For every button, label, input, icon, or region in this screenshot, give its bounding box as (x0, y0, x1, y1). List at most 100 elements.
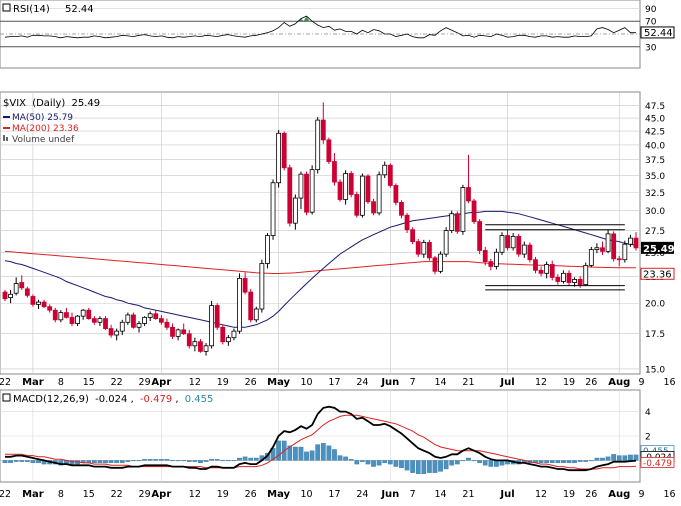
candle-body (298, 173, 304, 199)
macd-histogram-bar (108, 460, 114, 464)
x-tick-label: 19 (217, 489, 229, 500)
volume-legend-swatch (3, 135, 5, 141)
macd-separator-2: , (175, 394, 178, 405)
candle-body (616, 258, 622, 261)
candle-body (315, 119, 321, 171)
macd-histogram-bar (477, 460, 482, 464)
x-tick-label: 19 (563, 489, 575, 500)
rsi-tick-label: 70 (645, 18, 657, 28)
candle-body (577, 279, 583, 286)
macd-histogram-bar (8, 460, 13, 464)
macd-legend-swatch (2, 393, 11, 402)
candle-body (443, 230, 449, 255)
candle-body (270, 182, 276, 236)
ma50-line (4, 210, 637, 328)
x-tick-label: Jul (499, 489, 514, 500)
x-tick-label: 14 (435, 489, 447, 500)
x-tick-label: May (267, 489, 290, 500)
x-tick-label: 8 (58, 377, 64, 388)
candle-body (91, 318, 97, 323)
candle-body (119, 321, 125, 332)
macd-histogram-bar (119, 460, 125, 464)
x-tick-label: 19 (217, 377, 229, 388)
macd-histogram-bar (237, 457, 242, 461)
candle-body (209, 305, 215, 347)
macd-histogram-bar (427, 460, 432, 473)
candle-body (170, 326, 175, 337)
candle-body (471, 200, 477, 222)
candle-body (142, 316, 148, 324)
candle-body (75, 315, 80, 324)
x-tick-label: Jun (380, 489, 399, 500)
volume-legend-label: Volume undef (12, 135, 75, 145)
candle-body (292, 197, 298, 224)
macd-histogram-bar (19, 460, 25, 462)
candle-body (64, 312, 69, 318)
macd-last-tag-box (640, 457, 675, 468)
rsi-overbought-fill (297, 16, 310, 22)
macd-histogram-bar (159, 459, 164, 461)
macd-histogram-bar (633, 454, 639, 461)
rsi-last-tag-value: 52.44 (644, 28, 673, 39)
x-tick-label: 24 (356, 489, 368, 500)
candle-body (426, 242, 432, 259)
macd-separator-1: , (131, 394, 134, 405)
macd-histogram-bar (360, 460, 365, 462)
x-tick-label: 15 (83, 377, 95, 388)
macd-histogram-bar (583, 460, 589, 462)
support-resistance-lines (485, 224, 625, 291)
macd-histogram-bar (220, 460, 226, 462)
ma200-last-tag: 23.36 (640, 267, 675, 280)
macd-histogram-bar (203, 460, 209, 462)
macd-histogram-bar (153, 459, 159, 461)
macd-histogram-bar (538, 460, 544, 464)
candle-body (382, 164, 388, 176)
price-tick-label: 20.0 (645, 300, 665, 310)
macd-histogram-bar (13, 460, 19, 462)
candle-body (572, 279, 577, 283)
candle-body (108, 328, 114, 336)
candle-body (13, 283, 19, 294)
macd-histogram-bar (588, 460, 594, 462)
x-tick-label: 16 (663, 377, 675, 388)
candle-body (605, 233, 611, 252)
macd-histogram-bar (549, 460, 555, 464)
candle-body (404, 214, 410, 231)
price-tick-label: 15.0 (645, 365, 665, 375)
x-tick-label: 26 (585, 377, 597, 388)
rsi-legend-swatch (2, 3, 11, 12)
macd-histogram-bar (471, 460, 477, 462)
candle-body (538, 269, 544, 274)
macd-histogram-bar (628, 454, 633, 461)
price-title-period: (Daily) (32, 98, 65, 109)
candle-body (220, 326, 226, 343)
macd-histogram-bar (561, 460, 566, 464)
price-last-tag-value: 25.49 (643, 244, 675, 255)
rsi-tick-label: 90 (645, 5, 657, 15)
x-tick-label: May (267, 377, 290, 388)
rsi-last-value-text: 52.44 (65, 4, 94, 15)
macd-histogram-bar (326, 445, 332, 461)
candle-body (460, 187, 466, 232)
ma200-last-tag-value: 23.36 (643, 269, 672, 280)
macd-histogram-bar (97, 460, 103, 464)
candle-body (533, 259, 538, 271)
x-tick-label: 19 (563, 377, 575, 388)
candle-body (214, 305, 220, 328)
x-tick-label: Mar (22, 489, 44, 500)
candle-body (566, 272, 572, 283)
macd-histogram-bar (164, 459, 170, 461)
macd-histogram-bar (616, 455, 622, 461)
candle-body (449, 213, 455, 231)
macd-last-tag-value: -0.479 (643, 459, 672, 469)
rsi-line (4, 15, 636, 39)
price-tick-label: 32.5 (645, 189, 665, 199)
candle-body (2, 291, 8, 300)
x-tick-label: 8 (58, 489, 64, 500)
macd-histogram-bar (438, 460, 443, 472)
macd-histogram-bar (466, 457, 471, 461)
price-last-tag: 25.49 (641, 241, 675, 255)
candle-body (320, 119, 326, 141)
x-tick-label: 22 (0, 377, 11, 388)
candle-body (583, 265, 589, 286)
